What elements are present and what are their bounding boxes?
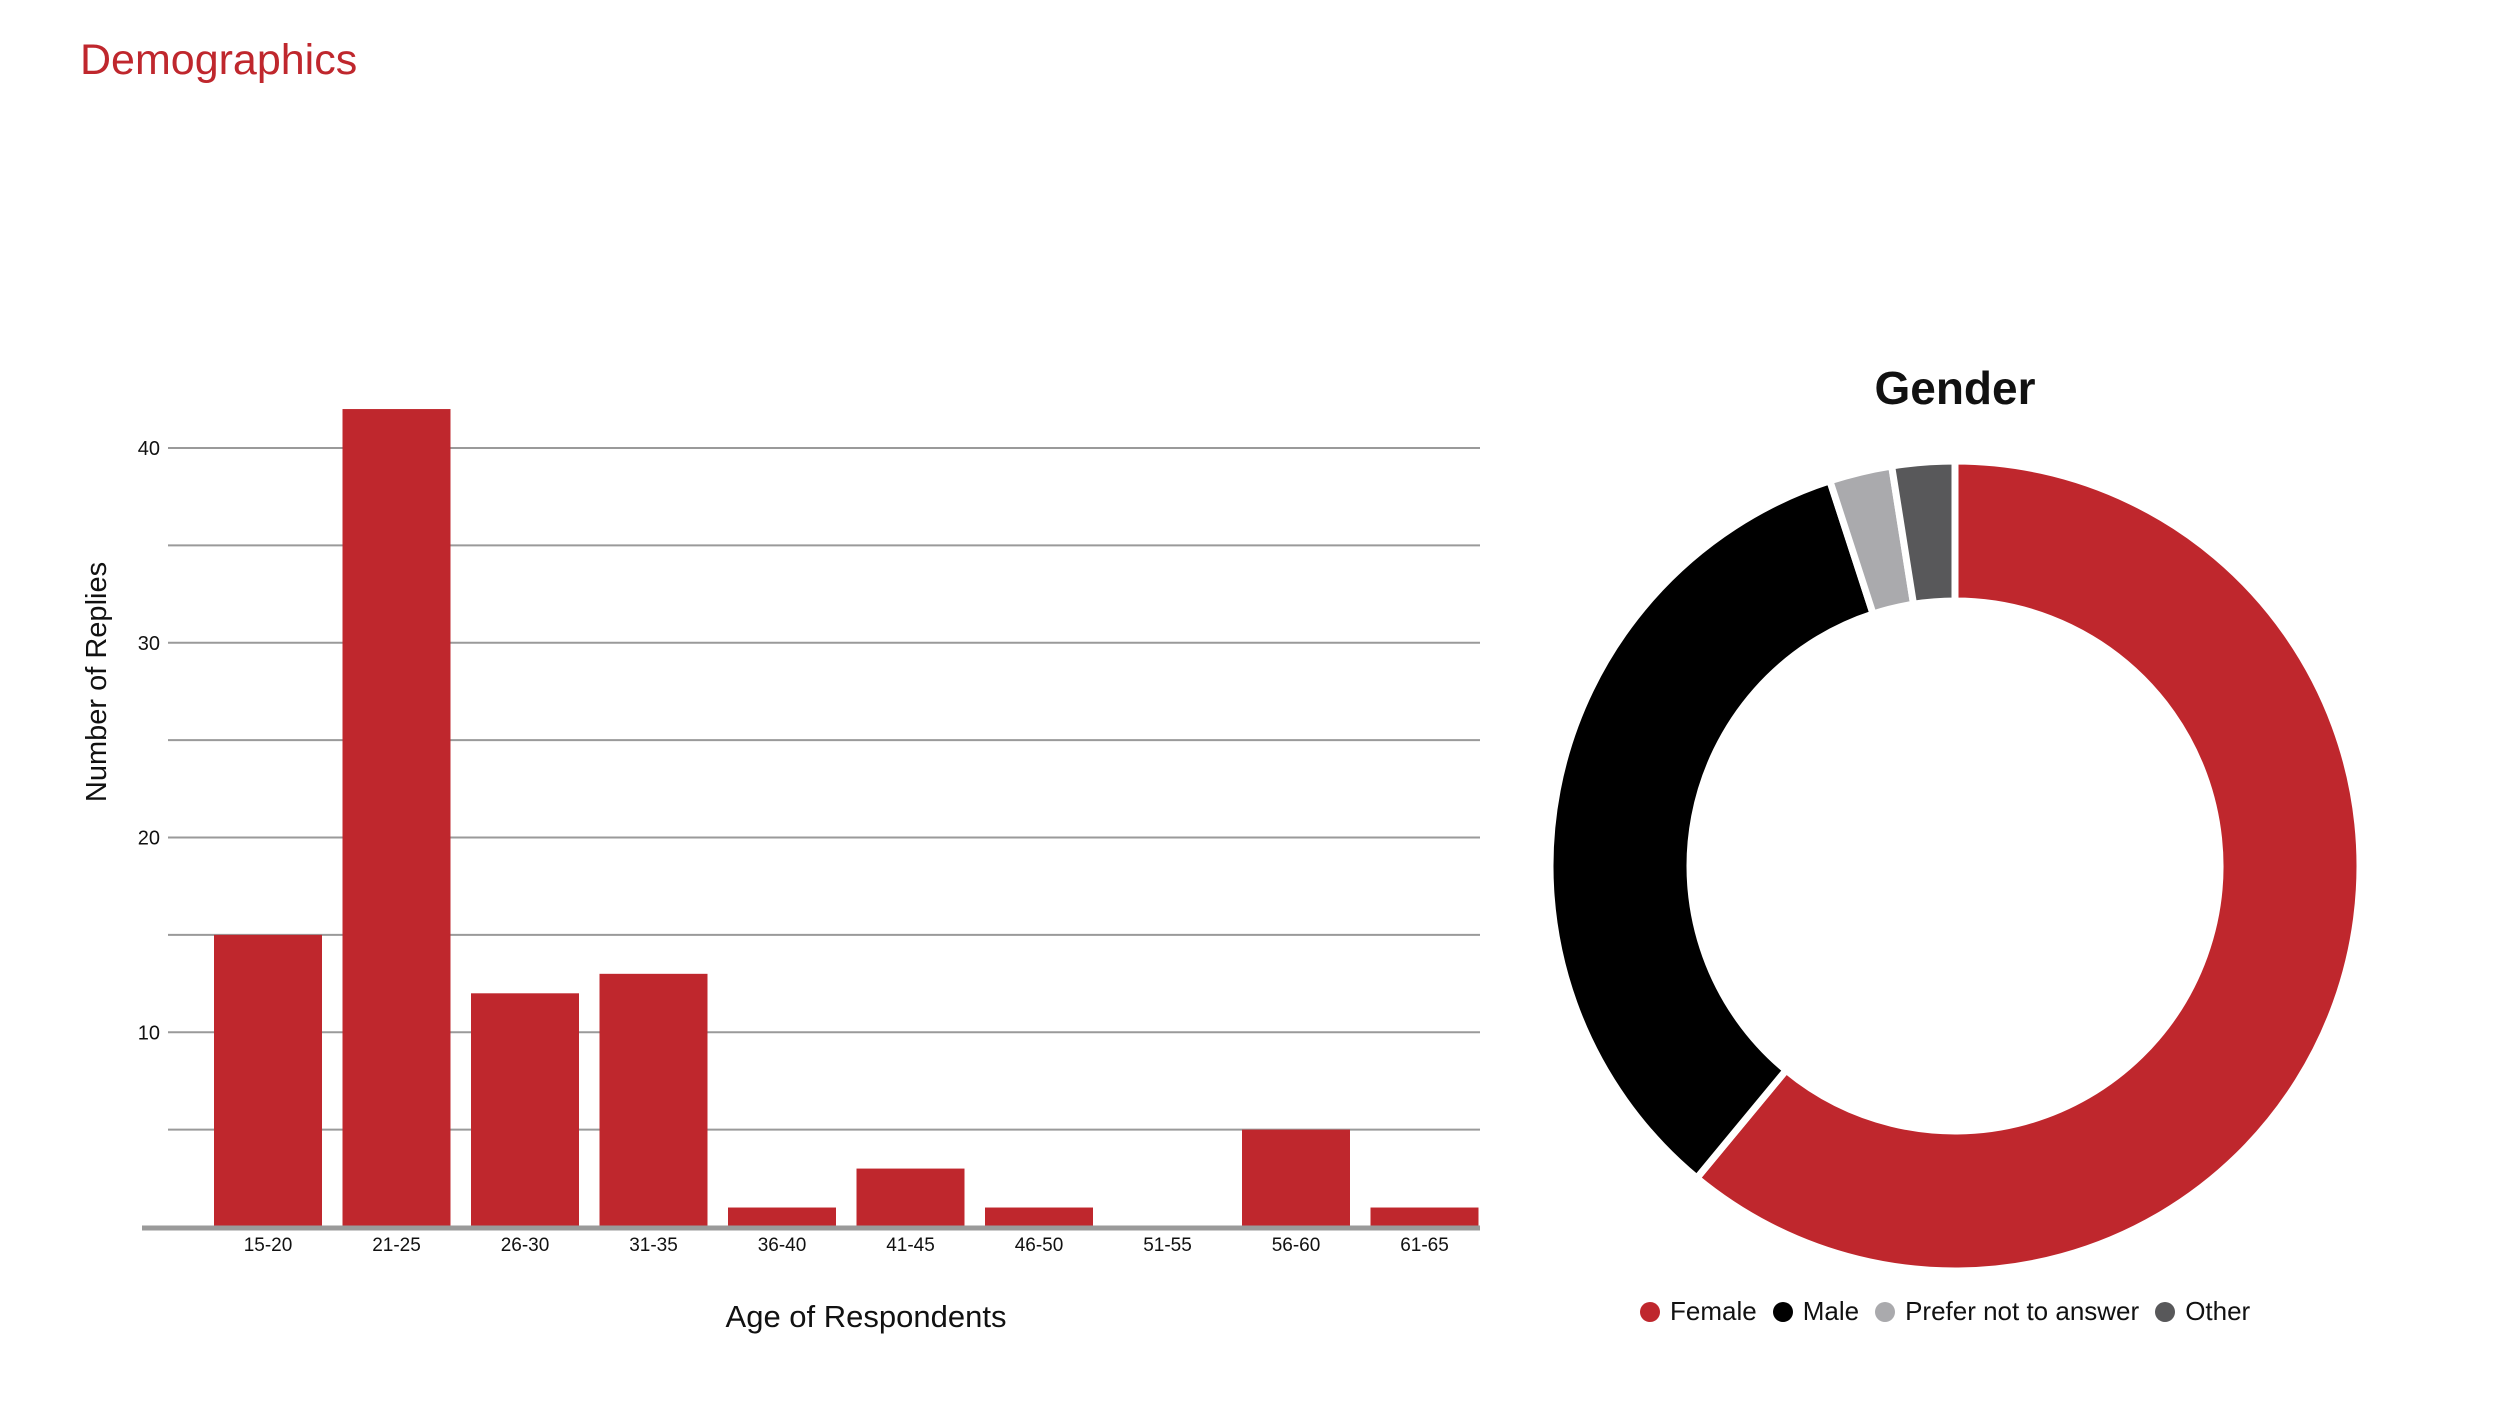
bars <box>214 409 1479 1227</box>
x-tick-label: 21-25 <box>372 1235 421 1256</box>
bar-36-40 <box>728 1207 836 1227</box>
x-tick-label: 26-30 <box>501 1235 550 1256</box>
x-tick-label: 31-35 <box>629 1235 678 1256</box>
y-tick-label: 40 <box>138 438 160 460</box>
y-tick-labels: 10 20 30 40 <box>138 438 160 1044</box>
y-tick-label: 20 <box>138 828 160 850</box>
donut-slices <box>1546 457 2364 1275</box>
legend-swatch-other <box>2155 1301 2176 1322</box>
legend-label: Prefer not to answer <box>1905 1296 2140 1326</box>
legend-label: Male <box>1802 1296 1860 1326</box>
legend-swatch-prefer-not <box>1875 1301 1896 1322</box>
y-tick-label: 30 <box>138 633 160 655</box>
donut-title: Gender <box>1874 362 2035 414</box>
legend-item-female: Female <box>1640 1296 1757 1327</box>
legend-item-male: Male <box>1772 1296 1860 1327</box>
bar-46-50 <box>985 1207 1093 1227</box>
bar-15-20 <box>214 934 322 1227</box>
x-tick-labels: 15-20 21-25 26-30 31-35 36-40 41-45 46-50 51-55… <box>244 1235 1449 1256</box>
page-title: Demographics <box>80 36 358 84</box>
x-tick-label: 36-40 <box>758 1235 807 1256</box>
x-tick-label: 15-20 <box>244 1235 293 1256</box>
x-axis-label: Age of Respondents <box>726 1299 1007 1334</box>
x-tick-label: 41-45 <box>886 1235 935 1256</box>
x-tick-label: 56-60 <box>1272 1235 1321 1256</box>
bar-26-30 <box>471 993 579 1227</box>
bar-61-65 <box>1370 1207 1479 1227</box>
bar-31-35 <box>599 973 708 1227</box>
gender-legend: Female Male Prefer not to answer Other <box>1640 1296 2266 1327</box>
legend-item-other: Other <box>2155 1296 2250 1327</box>
donut-slice-other <box>1887 457 1959 609</box>
bar-21-25 <box>342 409 451 1227</box>
bar-41-45 <box>856 1168 965 1227</box>
donut-slice-male <box>1546 476 1878 1183</box>
legend-item-prefer-not: Prefer not to answer <box>1875 1296 2139 1327</box>
x-tick-label: 61-65 <box>1400 1235 1449 1256</box>
bar-56-60 <box>1242 1129 1350 1227</box>
legend-label: Female <box>1670 1296 1757 1326</box>
donut-slice-prefer-not-to-answer <box>1825 461 1918 619</box>
legend-label: Other <box>2185 1296 2251 1326</box>
donut-slice-female <box>1691 457 2364 1275</box>
x-tick-label: 46-50 <box>1015 1235 1064 1256</box>
y-tick-label: 10 <box>138 1022 160 1044</box>
legend-swatch-male <box>1772 1301 1793 1322</box>
x-tick-label: 51-55 <box>1143 1235 1192 1256</box>
age-bar-chart: 15-20 21-25 26-30 31-35 36-40 41-45 46-50 51-55… <box>81 409 1480 1334</box>
legend-swatch-female <box>1640 1301 1660 1322</box>
y-axis-label: Number of Replies <box>81 562 113 802</box>
